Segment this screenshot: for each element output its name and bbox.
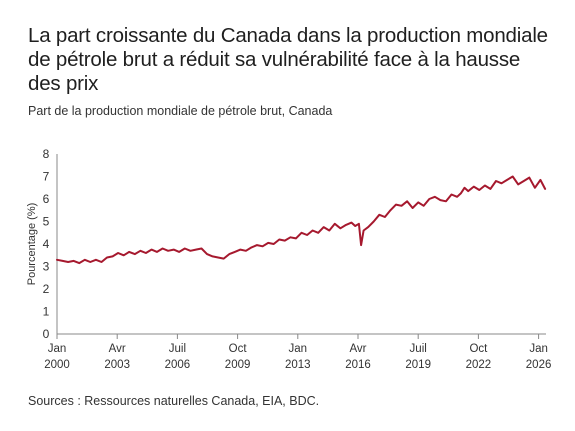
y-tick-label: 4 <box>43 237 50 251</box>
y-tick-label: 1 <box>43 305 50 319</box>
x-tick-label-year: 2006 <box>165 359 191 371</box>
x-tick-label-month: Jan <box>289 343 308 355</box>
y-tick-label: 7 <box>43 170 50 184</box>
chart-subtitle: Part de la production mondiale de pétrol… <box>28 104 333 118</box>
x-tick-label-year: 2026 <box>526 359 552 371</box>
x-tick-label-month: Jan <box>529 343 548 355</box>
chart-title: La part croissante du Canada dans la pro… <box>28 24 548 95</box>
y-tick-label: 8 <box>43 147 50 161</box>
x-tick-label-year: 2000 <box>44 359 70 371</box>
y-tick-label: 3 <box>43 260 50 274</box>
x-tick-label-month: Jan <box>48 343 67 355</box>
x-tick-label-year: 2009 <box>225 359 251 371</box>
y-ticks: 0 1 2 3 4 5 6 7 8 <box>43 147 50 341</box>
x-tick-label-year: 2013 <box>285 359 311 371</box>
x-tick-label-year: 2019 <box>405 359 431 371</box>
x-tick-label-month: Oct <box>229 343 248 355</box>
x-tick-label-month: Oct <box>469 343 488 355</box>
y-tick-label: 6 <box>43 192 50 206</box>
x-tick-label-year: 2003 <box>104 359 130 371</box>
x-tick-label-month: Juil <box>169 343 186 355</box>
x-tick-label-month: Juil <box>410 343 427 355</box>
x-tick-label-year: 2022 <box>466 359 492 371</box>
x-ticks: Jan 2000 Avr 2003 Juil 2006 Oct 2009 Jan 2013 Avr 2… <box>44 334 551 371</box>
chart-source: Sources : Ressources naturelles Canada, … <box>28 394 320 408</box>
x-tick-label-month: Avr <box>349 343 366 355</box>
x-tick-label-month: Avr <box>109 343 126 355</box>
x-tick-label-year: 2016 <box>345 359 371 371</box>
series-line <box>56 175 547 265</box>
y-tick-label: 2 <box>43 282 50 296</box>
y-tick-label: 0 <box>43 327 50 341</box>
y-axis-title: Pourcentage (%) <box>26 203 38 286</box>
y-tick-label: 5 <box>43 215 50 229</box>
